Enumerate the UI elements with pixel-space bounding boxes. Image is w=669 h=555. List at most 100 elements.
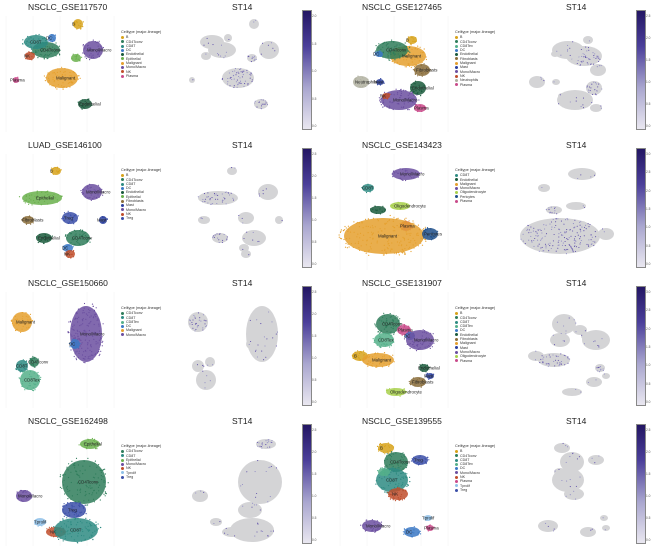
cell-point xyxy=(381,478,383,480)
expressing-cell xyxy=(591,528,593,530)
expression-cluster xyxy=(573,325,587,335)
legend-swatch xyxy=(121,311,124,315)
cell-point xyxy=(87,314,89,316)
cell-point xyxy=(397,91,399,94)
cell-point xyxy=(77,78,79,80)
cell-point xyxy=(66,86,68,88)
cell-point xyxy=(396,208,398,210)
legend-swatch xyxy=(121,320,124,324)
cell-point xyxy=(95,442,97,444)
cell-point xyxy=(79,488,82,490)
cell-point xyxy=(93,501,95,503)
colorbar-tick-label: 1.5 xyxy=(312,334,317,338)
legend-label: DC xyxy=(126,186,132,191)
cell-point xyxy=(76,20,78,22)
cell-point xyxy=(429,343,431,345)
cell-point xyxy=(386,247,388,249)
cell-point xyxy=(22,325,24,328)
cell-point xyxy=(393,388,395,390)
legend-swatch xyxy=(455,458,458,462)
cell-point xyxy=(71,328,73,330)
cell-point xyxy=(386,98,389,100)
legend-entry: Plasma xyxy=(455,199,495,203)
expressing-cell xyxy=(541,232,543,234)
expression-cluster xyxy=(205,357,215,367)
expressing-cell xyxy=(580,239,582,242)
cell-point xyxy=(27,495,29,497)
legend-label: Mono/Macro xyxy=(126,332,146,337)
expressing-cell xyxy=(524,243,526,245)
expressing-cell xyxy=(255,19,257,21)
cell-point xyxy=(381,357,383,360)
expressing-cell xyxy=(191,323,193,326)
cell-point xyxy=(409,384,412,386)
expressing-cell xyxy=(205,53,207,55)
cell-point xyxy=(429,377,431,379)
expressing-cell xyxy=(569,47,571,49)
cell-point xyxy=(62,82,64,84)
cell-point xyxy=(409,481,411,483)
cell-point xyxy=(403,528,406,530)
colorbar-tick-label: 0.0 xyxy=(646,538,651,542)
cell-point xyxy=(418,456,420,458)
expressing-cell xyxy=(581,334,583,336)
cell-point xyxy=(77,238,79,240)
cell-point xyxy=(421,110,423,112)
cell-point xyxy=(389,313,391,315)
cell-point xyxy=(398,499,400,501)
cell-point xyxy=(401,456,403,459)
cell-point xyxy=(33,372,35,374)
cell-point xyxy=(412,40,414,42)
cell-point xyxy=(40,43,42,45)
legend-swatch xyxy=(455,70,458,74)
cluster-body xyxy=(66,230,90,246)
expressing-cell xyxy=(587,89,589,91)
cell-point xyxy=(392,480,394,482)
cell-point xyxy=(67,476,70,479)
cell-point xyxy=(375,326,377,328)
cell-point xyxy=(75,57,77,59)
cell-point xyxy=(412,37,414,39)
expressing-cell xyxy=(594,89,596,91)
cell-point xyxy=(427,527,429,530)
cell-point xyxy=(390,345,392,347)
cell-point xyxy=(74,56,76,58)
colorbar-tick-label: 1.5 xyxy=(646,345,651,349)
cell-point xyxy=(70,471,72,473)
legend-entry: CD8T xyxy=(455,173,495,177)
cluster-label: Malignant xyxy=(402,54,422,59)
expression-cluster xyxy=(227,167,237,175)
cell-point xyxy=(385,327,387,329)
cell-point xyxy=(366,363,368,365)
cell-point xyxy=(364,530,366,532)
expressing-cell xyxy=(547,365,549,367)
expressing-cell xyxy=(596,55,598,57)
expressing-cell xyxy=(252,502,254,504)
cell-point xyxy=(50,167,53,169)
cell-point xyxy=(11,319,13,321)
legend-label: B xyxy=(460,449,463,454)
cell-point xyxy=(417,234,419,236)
legend-label: Pericytes xyxy=(460,194,475,199)
cluster-DC xyxy=(48,34,57,43)
expression-cluster xyxy=(212,233,228,243)
cell-point xyxy=(101,341,103,344)
cell-point xyxy=(26,388,28,390)
expressing-cell xyxy=(206,37,208,39)
expressing-cell xyxy=(591,83,593,85)
cell-point xyxy=(86,186,88,188)
cell-point xyxy=(382,356,384,358)
cell-point xyxy=(31,389,34,391)
legend-swatch xyxy=(121,178,124,182)
cell-point xyxy=(79,491,81,493)
legend-swatch xyxy=(455,182,458,186)
cell-point xyxy=(28,373,31,375)
expressing-cell xyxy=(522,233,524,235)
cell-point xyxy=(59,54,61,56)
cell-point xyxy=(390,331,392,333)
expressing-cell xyxy=(598,455,600,457)
cell-point xyxy=(426,234,429,236)
expression-cluster xyxy=(586,81,602,95)
cell-point xyxy=(384,453,386,455)
cell-point xyxy=(92,198,94,200)
